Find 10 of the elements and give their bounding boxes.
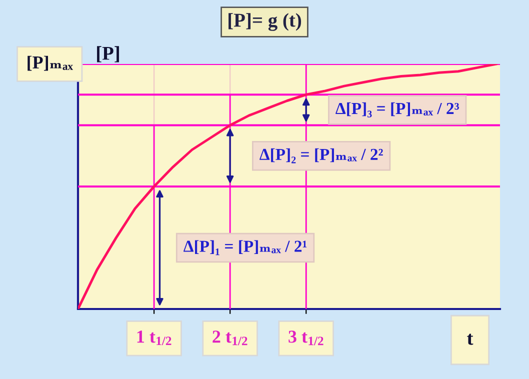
chart-title: [P]= g (t) bbox=[228, 13, 302, 31]
y-axis-title: [P] bbox=[97, 46, 119, 62]
x-tick-label: 3 t$_{1/2}$ bbox=[288, 330, 324, 346]
ref-line-label: [P]ₘₐₓ bbox=[28, 56, 73, 71]
x-tick-label: 2 t$_{1/2}$ bbox=[212, 330, 248, 346]
x-tick-label: 1 t$_{1/2}$ bbox=[137, 330, 172, 346]
annotation: Δ[P]₂ = [P]ₘₐₓ / 2² bbox=[260, 148, 383, 164]
x-axis-title: t bbox=[467, 334, 474, 345]
annotation: Δ[P]₃ = [P]ₘₐₓ / 2³ bbox=[336, 102, 459, 118]
annotation: Δ[P]₁ = [P]ₘₐₓ / 2¹ bbox=[184, 240, 307, 256]
